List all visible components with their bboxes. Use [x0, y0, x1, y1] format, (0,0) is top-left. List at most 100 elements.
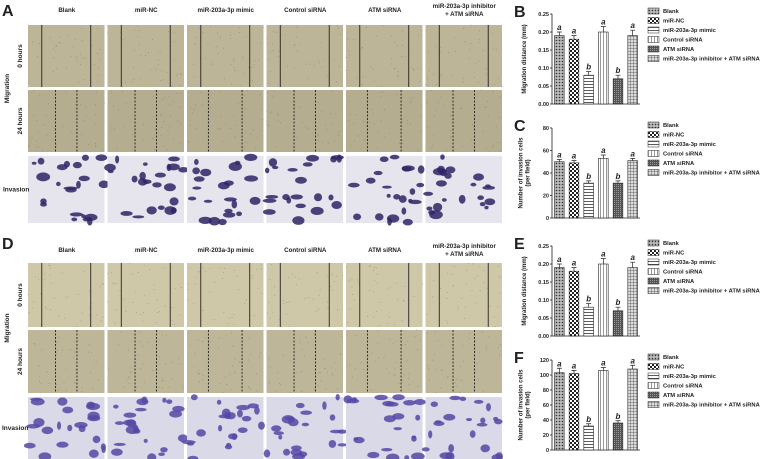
cell-speck — [135, 386, 137, 388]
legend-label: miR-203a-3p mimic — [663, 28, 717, 34]
cell-speck — [401, 56, 403, 58]
cell-speck — [302, 122, 304, 124]
cell-speck — [340, 34, 342, 36]
cell-speck — [61, 272, 63, 274]
cell-speck — [95, 360, 97, 362]
cell-speck — [373, 80, 375, 82]
cell-speck — [160, 134, 162, 136]
cell-speck — [118, 343, 120, 345]
cell-speck — [257, 287, 259, 289]
invading-cell — [417, 165, 425, 174]
cell-speck — [461, 297, 463, 299]
cell-speck — [85, 58, 87, 60]
cell-speck — [58, 336, 60, 338]
cell-speck — [31, 41, 33, 43]
cell-speck — [128, 382, 130, 384]
cell-speck — [178, 143, 180, 145]
invading-cell — [224, 444, 233, 450]
bar — [598, 263, 609, 337]
invading-cell — [162, 397, 167, 403]
cell-speck — [230, 389, 232, 391]
invading-cell — [429, 210, 443, 220]
cell-speck — [305, 63, 307, 65]
cell-speck — [299, 43, 301, 45]
cell-speck — [222, 392, 224, 394]
cell-speck — [238, 27, 240, 29]
cell-speck — [195, 283, 197, 285]
cell-speck — [171, 361, 173, 363]
cell-speck — [248, 386, 250, 388]
cell-speck — [110, 271, 112, 273]
cell-speck — [224, 376, 226, 378]
bar — [598, 370, 609, 451]
cell-speck — [159, 51, 161, 53]
cell-speck — [84, 119, 86, 121]
cell-speck — [218, 337, 220, 339]
cell-speck — [409, 102, 411, 104]
cell-speck — [271, 111, 273, 113]
y-tick-label: 0.15 — [538, 48, 549, 54]
cell-speck — [357, 281, 359, 283]
cell-speck — [473, 127, 475, 129]
cell-speck — [229, 38, 231, 40]
cell-speck — [48, 382, 50, 384]
cell-speck — [350, 145, 352, 147]
invading-cell — [198, 216, 212, 225]
cell-speck — [440, 345, 442, 347]
cell-speck — [99, 59, 101, 61]
cell-speck — [162, 121, 164, 123]
cell-speck — [122, 91, 124, 93]
cell-speck — [440, 74, 442, 76]
invading-cell — [87, 217, 93, 226]
cell-speck — [165, 363, 167, 365]
invading-cell — [23, 442, 36, 449]
invading-cell — [192, 186, 202, 190]
micrograph — [187, 330, 264, 393]
cell-speck — [256, 390, 258, 392]
invading-cell — [287, 168, 298, 172]
cell-speck — [485, 106, 487, 108]
cell-speck — [80, 27, 82, 29]
legend-label: ATM siRNA — [663, 47, 695, 53]
cell-speck — [100, 319, 102, 321]
cell-speck — [455, 385, 457, 387]
cell-speck — [49, 37, 51, 39]
cell-speck — [394, 68, 396, 70]
column-header: Blank — [58, 247, 75, 254]
cell-speck — [448, 52, 450, 54]
invading-cell — [146, 206, 157, 215]
cell-speck — [202, 375, 204, 377]
invading-cell — [81, 214, 86, 219]
invading-cell — [401, 165, 415, 172]
cell-speck — [180, 73, 182, 75]
cell-speck — [161, 126, 163, 128]
invading-cell — [262, 198, 277, 203]
invading-cell — [62, 406, 74, 414]
column-header: miR-203a-3p inhibitor — [433, 3, 497, 10]
invading-cell — [157, 205, 165, 210]
y-axis-label: Number of invasion cells — [519, 137, 525, 209]
cell-speck — [178, 358, 180, 360]
cell-speck — [451, 136, 453, 138]
cell-speck — [446, 298, 448, 300]
cell-speck — [450, 137, 452, 139]
cell-speck — [412, 67, 414, 69]
legend-swatch — [647, 7, 660, 15]
cell-speck — [123, 386, 125, 388]
cell-speck — [76, 60, 78, 62]
bar — [612, 422, 624, 451]
y-axis-label: (per field) — [526, 391, 532, 418]
legend-label: Control siRNA — [663, 270, 703, 276]
invading-cell — [120, 211, 133, 216]
legend-swatch — [647, 121, 660, 129]
cell-speck — [98, 74, 100, 76]
error-bar — [615, 306, 621, 311]
cell-speck — [331, 372, 333, 374]
invading-cell — [92, 435, 101, 444]
cell-speck — [288, 277, 290, 279]
cell-speck — [129, 370, 131, 372]
column-header: miR-203a-3p inhibitor — [433, 243, 497, 250]
cell-speck — [295, 284, 297, 286]
invading-cell — [71, 217, 78, 222]
cell-speck — [319, 289, 321, 291]
